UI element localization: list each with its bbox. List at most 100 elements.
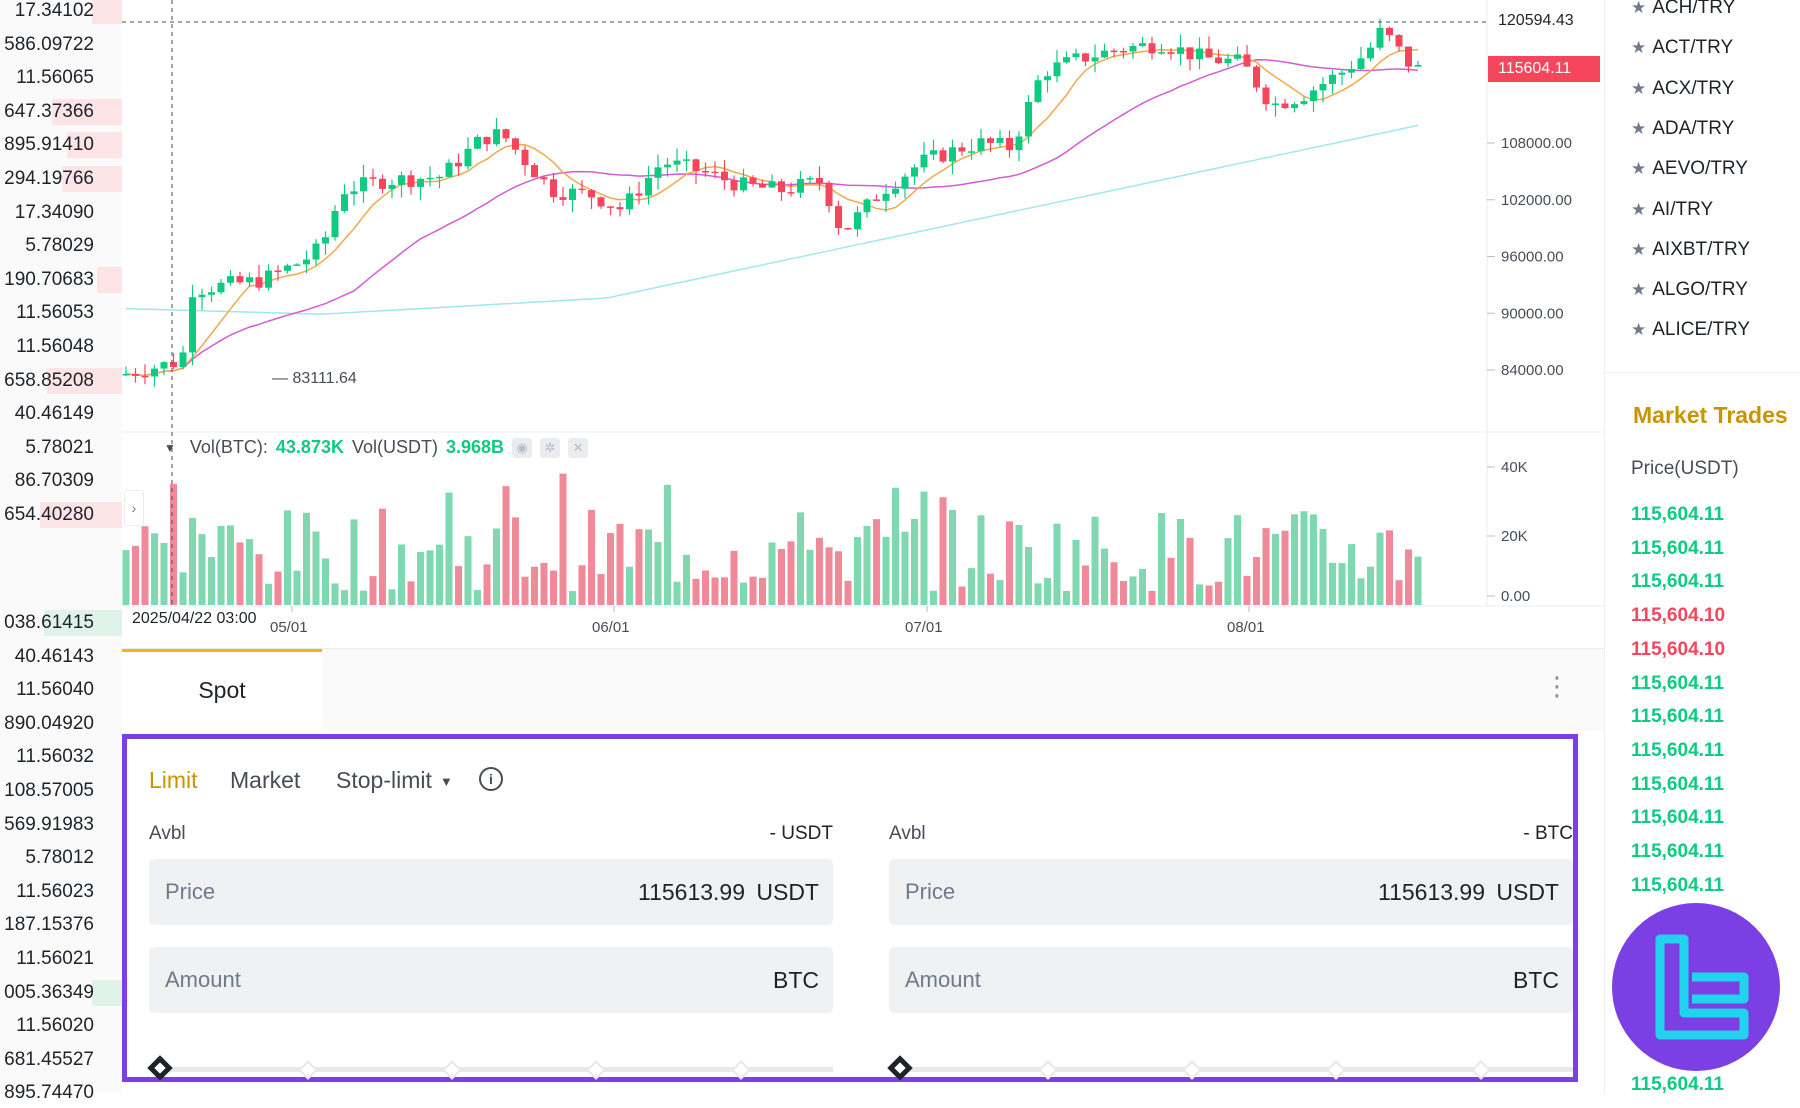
- slider-node-75[interactable]: [1326, 1060, 1346, 1080]
- slider-node-25[interactable]: [1038, 1060, 1058, 1080]
- volume-bar: [740, 582, 747, 605]
- orderbook-buy-row[interactable]: 40.46143: [0, 642, 122, 672]
- sell-price-input[interactable]: Price 115613.99 USDT: [889, 859, 1573, 925]
- orderbook-buy-row[interactable]: 11.56032: [0, 742, 122, 772]
- orderbook-buy-row[interactable]: 11.56023: [0, 877, 122, 907]
- orderbook-buy-row[interactable]: 681.45527: [0, 1045, 122, 1075]
- close-icon[interactable]: ✕: [568, 437, 589, 458]
- order-type-stop-limit[interactable]: Stop-limit ▼: [336, 767, 453, 794]
- eye-icon[interactable]: ◉: [512, 437, 533, 458]
- sell-price-value[interactable]: 115613.99: [1377, 879, 1485, 905]
- volume-bar: [759, 577, 766, 605]
- info-icon[interactable]: i: [479, 767, 503, 791]
- settings-icon[interactable]: ✲: [540, 437, 561, 458]
- sell-avbl-label: Avbl: [889, 823, 926, 844]
- pair-item[interactable]: ★ ACH/TRY: [1631, 0, 1735, 23]
- orderbook-sell-row[interactable]: 294.19766: [0, 164, 122, 194]
- candle-body: [1167, 52, 1175, 54]
- slider-node-100[interactable]: [731, 1060, 751, 1080]
- candle-body: [987, 138, 994, 143]
- volume-bar: [1006, 521, 1013, 605]
- orderbook-sell-row[interactable]: 647.37366: [0, 97, 122, 127]
- slider-handle[interactable]: [887, 1055, 913, 1081]
- star-icon[interactable]: ★: [1631, 38, 1647, 58]
- orderbook-sell-row[interactable]: 658.85208: [0, 366, 122, 396]
- slider-track[interactable]: [159, 1067, 833, 1072]
- pair-label: ADA/TRY: [1652, 117, 1735, 139]
- buy-amount-slider[interactable]: [147, 1055, 833, 1081]
- panel-expand-handle[interactable]: ›: [124, 490, 144, 526]
- volume-bar: [683, 554, 690, 605]
- slider-node-75[interactable]: [586, 1060, 606, 1080]
- orderbook-sell-row[interactable]: 40.46149: [0, 399, 122, 429]
- orderbook-sell-row[interactable]: 586.09722: [0, 30, 122, 60]
- candlestick-chart-svg[interactable]: 108000.00 102000.00 96000.00 90000.00 84000.…: [122, 0, 1604, 650]
- order-type-market[interactable]: Market: [230, 767, 301, 793]
- star-icon[interactable]: ★: [1631, 239, 1647, 259]
- more-options-icon[interactable]: ⋮: [1544, 671, 1570, 701]
- orderbook-sell-row[interactable]: 11.56048: [0, 332, 122, 362]
- slider-node-50[interactable]: [442, 1060, 462, 1080]
- pair-item[interactable]: ★ AI/TRY: [1631, 195, 1713, 225]
- orderbook-buy-row[interactable]: 038.61415: [0, 608, 122, 638]
- slider-node-50[interactable]: [1182, 1060, 1202, 1080]
- buy-price-value[interactable]: 115613.99: [637, 879, 745, 905]
- tab-spot[interactable]: Spot: [122, 649, 322, 731]
- candle-body: [303, 259, 310, 265]
- orderbook-buy-row[interactable]: 187.15376: [0, 910, 122, 940]
- orderbook-sell-row[interactable]: 17.34102: [0, 0, 122, 26]
- price-chart[interactable]: 108000.00 102000.00 96000.00 90000.00 84000.…: [122, 0, 1604, 650]
- star-icon[interactable]: ★: [1631, 159, 1647, 179]
- price-tick-label: 108000.00: [1501, 135, 1572, 152]
- buy-amount-input[interactable]: Amount BTC: [149, 947, 833, 1013]
- orderbook-buy-row[interactable]: 11.56020: [0, 1011, 122, 1041]
- orderbook-buy-row[interactable]: 895.74470: [0, 1078, 122, 1108]
- sell-amount-slider[interactable]: [887, 1055, 1573, 1081]
- pair-item[interactable]: ★ AIXBT/TRY: [1631, 235, 1750, 265]
- pair-item[interactable]: ★ ALGO/TRY: [1631, 275, 1748, 305]
- orderbook-sell-row[interactable]: 11.56065: [0, 63, 122, 93]
- orderbook-buy-row[interactable]: 11.56021: [0, 944, 122, 974]
- orderbook-sell-row[interactable]: 86.70309: [0, 466, 122, 496]
- orderbook-buy-row[interactable]: 5.78012: [0, 843, 122, 873]
- orderbook-buy-row[interactable]: 890.04920: [0, 709, 122, 739]
- orderbook-sell-row[interactable]: 5.78021: [0, 433, 122, 463]
- star-icon[interactable]: ★: [1631, 78, 1647, 98]
- pair-item[interactable]: ★ ACT/TRY: [1631, 33, 1733, 63]
- volume-bar: [170, 483, 177, 605]
- star-icon[interactable]: ★: [1631, 280, 1647, 300]
- slider-track[interactable]: [899, 1067, 1573, 1072]
- star-icon[interactable]: ★: [1631, 0, 1647, 17]
- orderbook-buy-row[interactable]: 005.36349: [0, 978, 122, 1008]
- orderbook-buy-row[interactable]: 11.56040: [0, 675, 122, 705]
- order-type-limit[interactable]: Limit: [149, 767, 198, 793]
- slider-handle[interactable]: [147, 1055, 173, 1081]
- candle-body: [151, 368, 158, 377]
- orderbook-sell-row[interactable]: 895.91410: [0, 130, 122, 160]
- trade-row: 115,604.10: [1631, 605, 1726, 627]
- collapse-triangle-icon[interactable]: ▼: [164, 440, 176, 455]
- candle-body: [379, 178, 386, 189]
- star-icon[interactable]: ★: [1631, 118, 1647, 138]
- orderbook-sell-row[interactable]: 17.34090: [0, 198, 122, 228]
- candle-body: [274, 270, 282, 273]
- orderbook-buy-row[interactable]: 108.57005: [0, 776, 122, 806]
- market-trades-title[interactable]: Market Trades: [1633, 402, 1788, 428]
- volume-bar: [284, 510, 291, 605]
- pair-item[interactable]: ★ ALICE/TRY: [1631, 315, 1750, 345]
- orderbook-buy-row[interactable]: 569.91983: [0, 810, 122, 840]
- slider-node-100[interactable]: [1471, 1060, 1491, 1080]
- star-icon[interactable]: ★: [1631, 199, 1647, 219]
- star-icon[interactable]: ★: [1631, 320, 1647, 340]
- pair-item[interactable]: ★ ACX/TRY: [1631, 74, 1734, 104]
- orderbook-sell-row[interactable]: 654.40280: [0, 500, 122, 530]
- orderbook-sell-row[interactable]: 11.56053: [0, 298, 122, 328]
- pair-item[interactable]: ★ AEVO/TRY: [1631, 154, 1748, 184]
- slider-node-25[interactable]: [298, 1060, 318, 1080]
- candle-body: [768, 181, 776, 188]
- orderbook-sell-row[interactable]: 190.70683: [0, 265, 122, 295]
- pair-item[interactable]: ★ ADA/TRY: [1631, 114, 1734, 144]
- sell-amount-input[interactable]: Amount BTC: [889, 947, 1573, 1013]
- orderbook-sell-row[interactable]: 5.78029: [0, 231, 122, 261]
- buy-price-input[interactable]: Price 115613.99 USDT: [149, 859, 833, 925]
